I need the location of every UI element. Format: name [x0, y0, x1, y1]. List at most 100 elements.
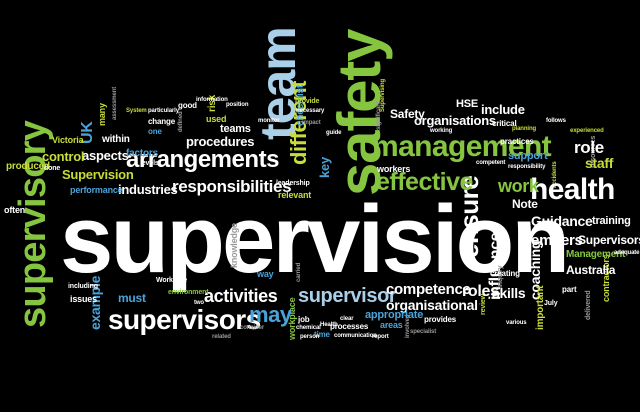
word-factors: factors — [126, 148, 158, 159]
word-health-cap: Health — [320, 322, 338, 328]
word-areas: areas — [380, 320, 403, 330]
word-way: way — [257, 269, 274, 279]
word-workers: workers — [377, 164, 411, 174]
word-supervisor: supervisor — [298, 285, 397, 307]
word-often: often — [4, 205, 26, 215]
word-include: include — [481, 102, 525, 117]
word-consider: consider — [240, 325, 265, 331]
word-management-cap: Management — [566, 249, 626, 260]
word-may: may — [249, 302, 292, 327]
word-staff: staff — [585, 155, 614, 171]
word-procedures: procedures — [186, 134, 255, 149]
word-industries: industries — [118, 182, 178, 197]
word-must: must — [118, 291, 146, 305]
word-organisations: organisations — [414, 113, 496, 128]
word-communication: communication — [334, 333, 377, 339]
word-members: members — [518, 232, 583, 249]
word-relevant: relevant — [278, 190, 312, 200]
word-system: System — [126, 108, 147, 114]
word-two: two — [194, 300, 204, 306]
word-environment: environment — [168, 289, 209, 296]
word-control: control — [42, 149, 85, 164]
word-working: working — [430, 128, 453, 134]
word-many: many — [97, 103, 107, 126]
word-related: related — [212, 334, 231, 340]
word-issues: issues — [70, 294, 97, 304]
word-responsibilities: responsibilities — [172, 177, 292, 196]
word-hse: HSE — [456, 98, 478, 110]
word-information: information — [196, 97, 228, 103]
word-activities: activities — [204, 286, 278, 306]
word-adequate: adequate — [614, 250, 640, 256]
word-position: position — [226, 102, 249, 108]
word-supervision-cap: Supervision — [62, 167, 134, 182]
word-specialist: specialist — [410, 329, 437, 335]
word-provide: provide — [295, 98, 320, 105]
word-health: health — [530, 173, 615, 206]
word-including: including — [68, 283, 98, 290]
word-arrangements: arrangements — [126, 146, 279, 173]
word-aspects: aspects — [82, 148, 129, 163]
word-report: report — [372, 334, 389, 340]
word-performance: performance — [70, 185, 123, 195]
word-done: done — [44, 165, 61, 172]
word-guide: guide — [326, 130, 342, 136]
word-necessary: necessary — [296, 108, 325, 114]
word-management: management — [372, 130, 552, 163]
word-defined: defined — [178, 111, 184, 133]
word-appropriate: appropriate — [365, 309, 424, 321]
word-job: job — [298, 315, 310, 324]
word-good: good — [178, 101, 197, 110]
word-experienced: experienced — [570, 128, 604, 134]
word-follows: follows — [546, 118, 566, 124]
word-july: July — [544, 300, 558, 307]
word-change: change — [148, 117, 176, 126]
word-clear: clear — [340, 316, 354, 322]
word-victoria: Victoria — [52, 135, 84, 145]
word-leadership: leadership — [276, 180, 310, 187]
word-competence: competence — [386, 281, 471, 298]
word-monitor: monitor — [258, 118, 280, 124]
word-australia: Australia — [566, 263, 616, 277]
word-key: key — [317, 157, 332, 178]
word-impact: impact — [302, 120, 321, 126]
word-critical: critical — [492, 119, 517, 128]
word-person: person — [300, 334, 320, 340]
word-work: work — [498, 176, 539, 196]
word-role: role — [574, 138, 604, 157]
word-levels: levels — [140, 160, 159, 167]
word-supervisors-cap: Supervisors — [578, 233, 640, 247]
word-safety-cap: Safety — [390, 107, 425, 121]
word-guidance: Guidance — [531, 213, 593, 229]
word-processes: processes — [330, 322, 369, 331]
word-carried: carried — [296, 262, 302, 282]
word-one: one — [148, 127, 162, 136]
word-contractors: contractors — [601, 254, 611, 302]
word-effective: effective — [376, 168, 473, 196]
word-particularly: particularly — [148, 108, 179, 114]
word-provides: provides — [424, 315, 457, 324]
word-creating: creating — [490, 269, 520, 278]
word-roles: roles — [462, 283, 499, 300]
word-within: within — [102, 134, 130, 145]
word-skills: skills — [492, 285, 526, 301]
word-organisational: organisational — [386, 297, 478, 313]
word-training: training — [592, 215, 631, 227]
word-practices: practices — [500, 137, 534, 146]
word-chemical: chemical — [296, 325, 321, 331]
word-supervision: supervision — [60, 186, 570, 293]
word-part: part — [562, 285, 577, 294]
word-competent: competent — [476, 160, 506, 166]
word-supervising: Supervising — [380, 78, 386, 112]
word-planning: planning — [512, 126, 537, 132]
word-support: support — [508, 150, 548, 162]
word-assessment: assessment — [112, 86, 118, 120]
word-used: used — [206, 114, 227, 124]
word-teams: teams — [220, 123, 251, 135]
word-worksafe: WorkSafe — [156, 277, 188, 284]
word-time: time — [314, 330, 330, 339]
word-supervisors: supervisors — [108, 304, 261, 335]
word-various: various — [506, 320, 527, 326]
word-knowledge: knowledge — [229, 223, 239, 268]
